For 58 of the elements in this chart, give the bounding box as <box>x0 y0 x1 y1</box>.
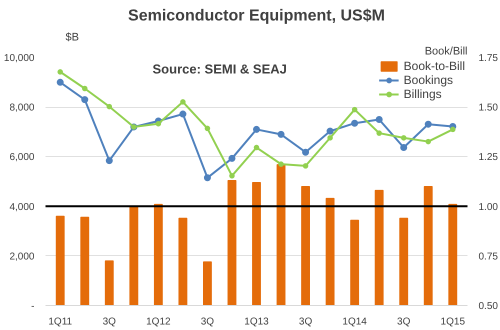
point <box>425 138 431 144</box>
point <box>179 110 186 118</box>
point <box>327 135 333 141</box>
chart-title: Semiconductor Equipment, US$M <box>128 8 385 24</box>
y2-tick-label: 1.75 <box>478 53 498 64</box>
y-tick-label: 10,000 <box>4 53 35 64</box>
point <box>302 163 308 169</box>
point <box>204 174 211 182</box>
point <box>278 161 284 167</box>
point <box>253 126 260 133</box>
point <box>106 104 112 110</box>
y2-tick-label: 1.50 <box>478 102 498 114</box>
point <box>351 120 358 127</box>
legend-label: Bookings <box>404 73 454 87</box>
legend-label: Billings <box>404 87 442 101</box>
point <box>254 144 260 150</box>
point <box>326 128 334 135</box>
point <box>229 173 235 179</box>
point <box>228 154 236 162</box>
point <box>376 116 383 123</box>
point <box>81 96 88 104</box>
y-tick-label: 4,000 <box>9 202 35 213</box>
x-tick-label: 1Q12 <box>146 316 172 328</box>
point <box>376 130 382 136</box>
point <box>204 126 210 132</box>
x-tick-label: 1Q15 <box>440 316 466 328</box>
y-tick-label: 6,000 <box>9 152 35 164</box>
x-tick-label: 3Q <box>397 316 411 328</box>
x-tick-label: 3Q <box>298 316 312 328</box>
y-tick-label: 8,000 <box>9 102 35 114</box>
y-tick-label: 2,000 <box>9 251 35 262</box>
point <box>82 86 88 92</box>
point <box>424 120 432 128</box>
x-tick-label: 1Q13 <box>244 316 270 328</box>
y2-tick-label: 0.75 <box>478 251 498 262</box>
x-tick-label: 3Q <box>200 316 214 328</box>
y-axis-title: $B <box>66 32 79 44</box>
point <box>278 130 285 138</box>
x-tick-label: 1Q14 <box>342 316 368 328</box>
y-tick-label: - <box>31 301 35 312</box>
y2-tick-label: 1.00 <box>478 202 498 213</box>
point <box>156 120 162 126</box>
legend-label: Book-to-Bill <box>404 59 465 73</box>
x-tick-label: 1Q11 <box>48 316 73 328</box>
point <box>352 106 358 112</box>
x-tick-label: 3Q <box>102 316 116 328</box>
y2-tick-label: 1.25 <box>478 152 498 164</box>
point <box>106 157 113 164</box>
point <box>57 69 63 75</box>
point <box>400 135 406 141</box>
point <box>302 148 310 156</box>
point <box>180 99 186 105</box>
y2-axis-title: Book/Bill <box>424 46 468 58</box>
y2-tick-label: 0.50 <box>478 301 498 312</box>
annotation: Source: SEMI & SEAJ <box>152 62 287 76</box>
point <box>400 144 408 152</box>
point <box>450 126 456 132</box>
point <box>56 78 64 86</box>
